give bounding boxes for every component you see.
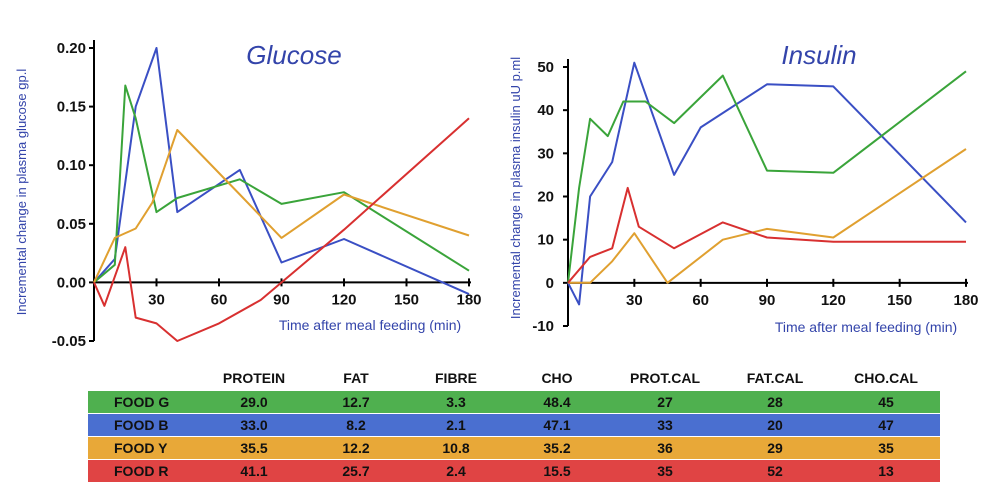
- insulin-series-line: [567, 61, 967, 306]
- insulin-y-tick-label: 20: [537, 189, 554, 206]
- glucose-y-tick-label: -0.05: [52, 333, 86, 350]
- table-cell: 13: [832, 459, 940, 482]
- glucose-x-tick-label: 150: [394, 291, 419, 308]
- glucose-chart-title: Glucose: [246, 40, 341, 70]
- insulin-x-tick-label: 60: [692, 292, 709, 309]
- food-composition-table: PROTEIN FAT FIBRE CHO PROT.CAL FAT.CAL C…: [88, 366, 940, 482]
- insulin-y-tick-label: 0: [546, 275, 554, 292]
- insulin-x-axis-label: Time after meal feeding (min): [775, 319, 957, 335]
- table-header-blank: [88, 366, 206, 391]
- glucose-y-tick-label: 0.05: [57, 216, 86, 233]
- glucose-series-line: [93, 84, 470, 284]
- table-cell: 47: [832, 413, 940, 437]
- table-cell: 12.2: [302, 436, 410, 460]
- glucose-y-axis-label: Incremental change in plasma glucose gp.…: [14, 69, 29, 316]
- insulin-x-tick-label: 90: [759, 292, 776, 309]
- insulin-y-tick-label: 50: [537, 59, 554, 76]
- insulin-chart: Incremental change in plasma insulin uU …: [508, 40, 979, 335]
- table-header-fibre: FIBRE: [435, 370, 477, 386]
- insulin-x-tick-label: 150: [887, 292, 912, 309]
- glucose-x-tick-label: 30: [148, 291, 165, 308]
- insulin-y-axis-label: Incremental change in plasma insulin uU …: [508, 57, 523, 319]
- insulin-chart-title: Insulin: [781, 40, 856, 70]
- table-cell: 52: [718, 459, 832, 482]
- table-cell: 41.1: [206, 459, 302, 482]
- table-header-protein: PROTEIN: [222, 370, 286, 386]
- glucose-x-tick-label: 90: [273, 291, 290, 308]
- table-cell: 35: [832, 436, 940, 460]
- table-header-cho: CHO: [541, 370, 573, 386]
- table-cell: 28: [718, 390, 832, 414]
- table-cell: 29.0: [206, 390, 302, 414]
- table-header-fat: FAT: [343, 370, 369, 386]
- glucose-x-tick-label: 180: [456, 291, 481, 308]
- table-cell: 2.4: [410, 459, 502, 482]
- glucose-x-tick-label: 60: [211, 291, 228, 308]
- table-row-food-y: FOOD Y 35.5 12.2 10.8 35.2 36 29 35: [88, 436, 940, 460]
- table-row-food-b: FOOD B 33.0 8.2 2.1 47.1 33 20 47: [88, 413, 940, 437]
- table-cell: FOOD G: [88, 390, 206, 414]
- insulin-x-tick-label: 30: [626, 292, 643, 309]
- table-cell: 8.2: [302, 413, 410, 437]
- table-cell: 20: [718, 413, 832, 437]
- table-cell: 45: [832, 390, 940, 414]
- table-row-food-g: FOOD G 29.0 12.7 3.3 48.4 27 28 45: [88, 390, 940, 414]
- table-cell: 10.8: [410, 436, 502, 460]
- glucose-y-tick-label: 0.10: [57, 157, 86, 174]
- table-cell: FOOD Y: [88, 436, 206, 460]
- table-cell: 3.3: [410, 390, 502, 414]
- insulin-series-line: [567, 70, 967, 283]
- table-cell: 12.7: [302, 390, 410, 414]
- table-header-cho-cal: CHO.CAL: [854, 370, 918, 386]
- insulin-series-line: [568, 148, 967, 284]
- table-cell: 33.0: [206, 413, 302, 437]
- glucose-chart: Incremental change in plasma glucose gp.…: [14, 40, 482, 350]
- table-cell: 36: [612, 436, 718, 460]
- table-header-fat-cal: FAT.CAL: [746, 370, 804, 386]
- glucose-x-tick-label: 120: [331, 291, 356, 308]
- glucose-y-tick-label: 0.15: [57, 99, 86, 116]
- insulin-x-tick-label: 180: [953, 292, 978, 309]
- insulin-y-tick-label: 30: [537, 145, 554, 162]
- insulin-x-tick-label: 120: [821, 292, 846, 309]
- table-header-row: PROTEIN FAT FIBRE CHO PROT.CAL FAT.CAL C…: [88, 366, 940, 391]
- table-cell: 25.7: [302, 459, 410, 482]
- table-cell: FOOD B: [88, 413, 206, 437]
- glucose-y-tick-label: 0.20: [57, 40, 86, 57]
- insulin-series-line: [567, 186, 966, 284]
- table-row-food-r: FOOD R 41.1 25.7 2.4 15.5 35 52 13: [88, 459, 940, 482]
- table-cell: 48.4: [502, 390, 612, 414]
- glucose-series-line: [93, 117, 470, 342]
- glucose-series-line: [93, 47, 470, 296]
- glucose-x-axis-label: Time after meal feeding (min): [279, 317, 461, 333]
- table-cell: 15.5: [502, 459, 612, 482]
- table-cell: 35.2: [502, 436, 612, 460]
- table-header-prot-cal: PROT.CAL: [630, 370, 700, 386]
- table-cell: 35: [612, 459, 718, 482]
- table-cell: 47.1: [502, 413, 612, 437]
- table-cell: 33: [612, 413, 718, 437]
- insulin-y-tick-label: 10: [537, 232, 554, 249]
- glucose-series-line: [93, 129, 470, 283]
- table-cell: 27: [612, 390, 718, 414]
- table-cell: FOOD R: [88, 459, 206, 482]
- table-cell: 2.1: [410, 413, 502, 437]
- table-cell: 35.5: [206, 436, 302, 460]
- insulin-y-tick-label: 40: [537, 102, 554, 119]
- insulin-y-tick-label: -10: [532, 318, 554, 335]
- table-cell: 29: [718, 436, 832, 460]
- glucose-y-tick-label: 0.00: [57, 274, 86, 291]
